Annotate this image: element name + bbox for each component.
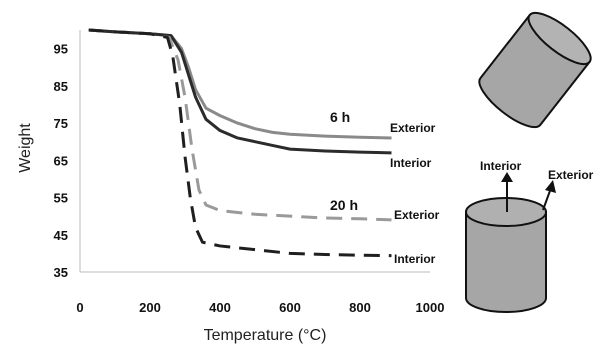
upright-cylinder-body — [465, 211, 547, 313]
tilted-cylinder-top — [527, 11, 592, 66]
series-label-6h-interior: Interior — [390, 156, 432, 170]
y-tick-labels: 35 45 55 65 75 85 95 — [54, 42, 68, 280]
x-tick-label: 200 — [139, 300, 161, 315]
upright-cylinder — [465, 197, 547, 313]
exterior-arrow — [542, 180, 556, 211]
series-lines — [88, 28, 392, 258]
y-tick-label: 45 — [54, 228, 68, 243]
x-tick-label: 1000 — [416, 300, 445, 315]
y-tick-label: 95 — [54, 42, 68, 57]
diagram-exterior-label: Exterior — [548, 168, 594, 182]
y-tick-label: 75 — [54, 116, 68, 131]
group-label-6h: 6 h — [330, 109, 350, 125]
y-axis-title: Weight — [17, 123, 34, 173]
x-tick-labels: 0 200 400 600 800 1000 — [76, 300, 444, 315]
x-axis-title: Temperature (°C) — [204, 327, 327, 344]
interior-arrow — [501, 172, 513, 212]
tilted-cylinder — [478, 11, 592, 129]
y-tick-label: 65 — [54, 153, 68, 168]
series-label-20h-exterior: Exterior — [394, 208, 440, 222]
x-tick-label: 400 — [209, 300, 231, 315]
y-tick-label: 55 — [54, 191, 68, 206]
series-label-6h-exterior: Exterior — [390, 121, 436, 135]
series-line-20h-exterior — [88, 28, 392, 222]
group-label-20h: 20 h — [330, 197, 358, 213]
y-tick-label: 85 — [54, 79, 68, 94]
series-line-20h-interior — [88, 28, 392, 258]
diagram-interior-label: Interior — [480, 159, 522, 173]
x-tick-label: 800 — [349, 300, 371, 315]
x-tick-label: 600 — [279, 300, 301, 315]
series-line-6h-interior — [88, 28, 392, 155]
x-tick-label: 0 — [76, 300, 83, 315]
y-tick-label: 35 — [54, 265, 68, 280]
series-label-20h-interior: Interior — [394, 252, 436, 266]
